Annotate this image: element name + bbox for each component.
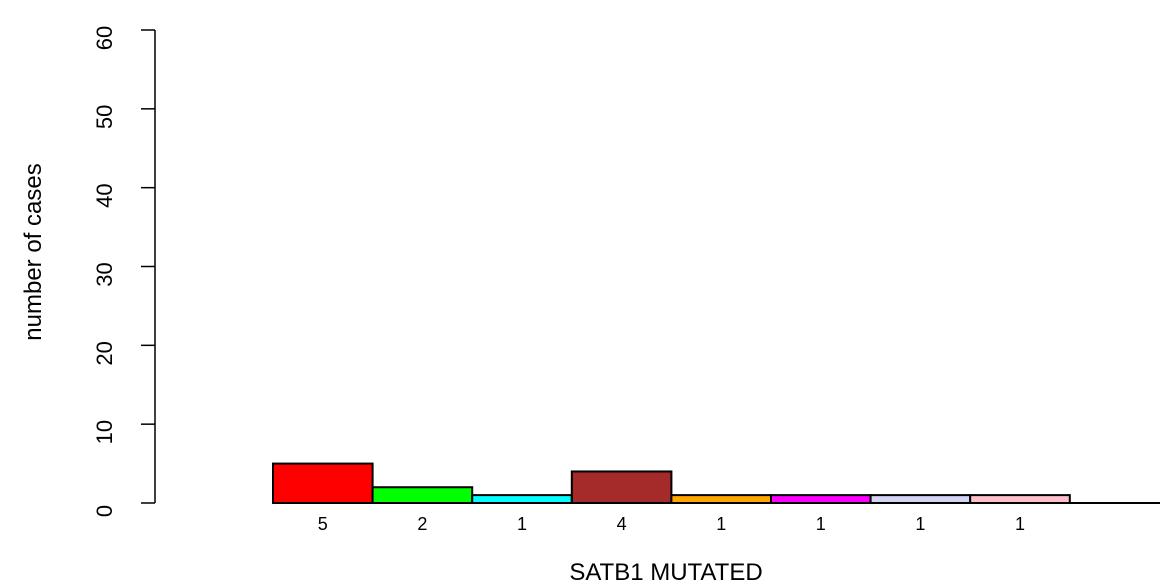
y-tick-label: 20 bbox=[92, 341, 117, 365]
bar-count-label: 2 bbox=[417, 514, 427, 534]
bars-group bbox=[272, 462, 1071, 505]
bar-count-label: 1 bbox=[716, 514, 726, 534]
bar bbox=[371, 486, 474, 505]
bar bbox=[272, 462, 374, 505]
bar-count-label: 1 bbox=[1015, 514, 1025, 534]
bar bbox=[471, 494, 573, 505]
y-axis-title: number of cases bbox=[20, 163, 47, 340]
bar bbox=[770, 494, 872, 505]
bar-count-label: 1 bbox=[517, 514, 527, 534]
bar bbox=[869, 494, 972, 505]
bar-count-label: 1 bbox=[915, 514, 925, 534]
bar bbox=[969, 494, 1071, 505]
bar bbox=[670, 494, 773, 505]
y-tick-label: 30 bbox=[92, 262, 117, 286]
y-tick-label: 50 bbox=[92, 105, 117, 129]
bar-labels-group: 5 2 1 4 1 1 1 1 bbox=[318, 514, 1025, 534]
y-tick-label: 10 bbox=[92, 420, 117, 444]
bar-count-label: 1 bbox=[816, 514, 826, 534]
y-tick-label: 40 bbox=[92, 183, 117, 207]
bar-count-label: 4 bbox=[617, 514, 627, 534]
y-axis: 0 10 20 30 40 50 60 bbox=[92, 26, 156, 517]
bar bbox=[570, 470, 673, 505]
y-tick-label: 60 bbox=[92, 26, 117, 50]
bar-count-label: 5 bbox=[318, 514, 328, 534]
x-axis-title: SATB1 MUTATED bbox=[569, 559, 762, 586]
y-tick-label: 0 bbox=[92, 505, 117, 517]
